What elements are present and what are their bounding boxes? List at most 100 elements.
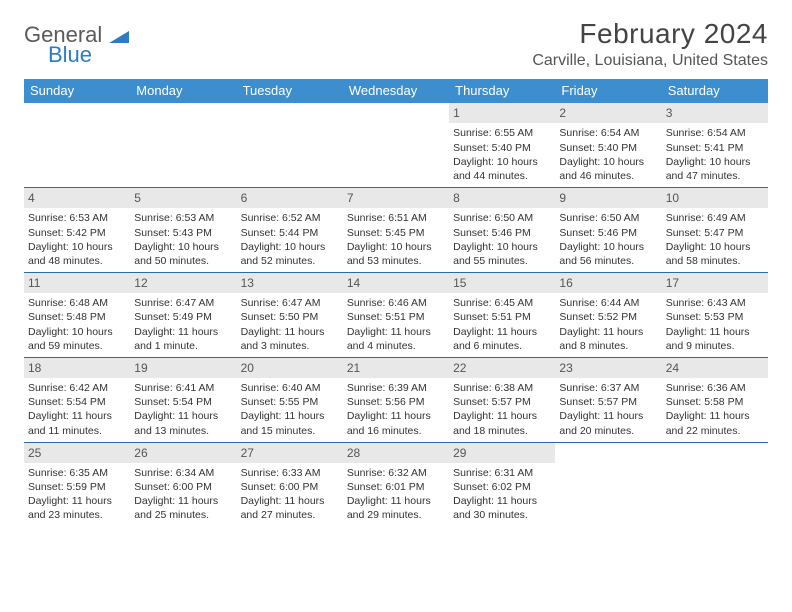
day-cell: 16Sunrise: 6:44 AMSunset: 5:52 PMDayligh… xyxy=(555,273,661,357)
day-cell xyxy=(555,443,661,527)
daylight-text: Daylight: 10 hours and 55 minutes. xyxy=(453,240,551,268)
daylight-text: Daylight: 11 hours and 18 minutes. xyxy=(453,409,551,437)
daylight-text: Daylight: 10 hours and 46 minutes. xyxy=(559,155,657,183)
daylight-text: Daylight: 10 hours and 47 minutes. xyxy=(666,155,764,183)
day-cell: 13Sunrise: 6:47 AMSunset: 5:50 PMDayligh… xyxy=(237,273,343,357)
sunset-text: Sunset: 5:50 PM xyxy=(241,310,339,324)
sunset-text: Sunset: 5:57 PM xyxy=(559,395,657,409)
sunrise-text: Sunrise: 6:35 AM xyxy=(28,466,126,480)
sunset-text: Sunset: 5:53 PM xyxy=(666,310,764,324)
daylight-text: Daylight: 11 hours and 16 minutes. xyxy=(347,409,445,437)
sunrise-text: Sunrise: 6:39 AM xyxy=(347,381,445,395)
title-block: February 2024 Carville, Louisiana, Unite… xyxy=(532,18,768,70)
day-cell: 19Sunrise: 6:41 AMSunset: 5:54 PMDayligh… xyxy=(130,358,236,442)
daylight-text: Daylight: 11 hours and 1 minute. xyxy=(134,325,232,353)
day-number: 20 xyxy=(237,358,343,378)
week-row: 25Sunrise: 6:35 AMSunset: 5:59 PMDayligh… xyxy=(24,443,768,527)
sunrise-text: Sunrise: 6:47 AM xyxy=(241,296,339,310)
sunrise-text: Sunrise: 6:53 AM xyxy=(134,211,232,225)
sunrise-text: Sunrise: 6:42 AM xyxy=(28,381,126,395)
daylight-text: Daylight: 11 hours and 25 minutes. xyxy=(134,494,232,522)
day-number: 14 xyxy=(343,273,449,293)
daylight-text: Daylight: 11 hours and 22 minutes. xyxy=(666,409,764,437)
sunset-text: Sunset: 5:49 PM xyxy=(134,310,232,324)
sunset-text: Sunset: 5:43 PM xyxy=(134,226,232,240)
weekday-header: Monday xyxy=(130,79,236,103)
day-cell: 18Sunrise: 6:42 AMSunset: 5:54 PMDayligh… xyxy=(24,358,130,442)
sunset-text: Sunset: 5:41 PM xyxy=(666,141,764,155)
day-cell: 25Sunrise: 6:35 AMSunset: 5:59 PMDayligh… xyxy=(24,443,130,527)
day-cell: 10Sunrise: 6:49 AMSunset: 5:47 PMDayligh… xyxy=(662,188,768,272)
sunset-text: Sunset: 5:40 PM xyxy=(453,141,551,155)
day-number: 19 xyxy=(130,358,236,378)
day-cell: 1 Sunrise: 6:55 AMSunset: 5:40 PMDaylight… xyxy=(449,103,555,187)
daylight-text: Daylight: 11 hours and 9 minutes. xyxy=(666,325,764,353)
sunset-text: Sunset: 5:47 PM xyxy=(666,226,764,240)
daylight-text: Daylight: 11 hours and 23 minutes. xyxy=(28,494,126,522)
sunset-text: Sunset: 5:54 PM xyxy=(134,395,232,409)
calendar-page: General Blue February 2024 Carville, Lou… xyxy=(0,0,792,537)
day-cell: 29Sunrise: 6:31 AMSunset: 6:02 PMDayligh… xyxy=(449,443,555,527)
day-cell: 6Sunrise: 6:52 AMSunset: 5:44 PMDaylight… xyxy=(237,188,343,272)
location: Carville, Louisiana, United States xyxy=(532,52,768,70)
day-cell: 23Sunrise: 6:37 AMSunset: 5:57 PMDayligh… xyxy=(555,358,661,442)
sunrise-text: Sunrise: 6:38 AM xyxy=(453,381,551,395)
day-number xyxy=(130,103,236,123)
day-cell: 5Sunrise: 6:53 AMSunset: 5:43 PMDaylight… xyxy=(130,188,236,272)
day-cell xyxy=(237,103,343,187)
day-number: 4 xyxy=(24,188,130,208)
sunrise-text: Sunrise: 6:45 AM xyxy=(453,296,551,310)
day-number: 8 xyxy=(449,188,555,208)
sunset-text: Sunset: 5:54 PM xyxy=(28,395,126,409)
day-cell xyxy=(343,103,449,187)
day-number: 6 xyxy=(237,188,343,208)
sunset-text: Sunset: 5:57 PM xyxy=(453,395,551,409)
sunset-text: Sunset: 6:01 PM xyxy=(347,480,445,494)
sunrise-text: Sunrise: 6:55 AM xyxy=(453,126,551,140)
sunrise-text: Sunrise: 6:49 AM xyxy=(666,211,764,225)
day-number xyxy=(343,103,449,123)
sunrise-text: Sunrise: 6:44 AM xyxy=(559,296,657,310)
daylight-text: Daylight: 11 hours and 15 minutes. xyxy=(241,409,339,437)
day-number xyxy=(24,103,130,123)
daylight-text: Daylight: 11 hours and 4 minutes. xyxy=(347,325,445,353)
sunset-text: Sunset: 5:56 PM xyxy=(347,395,445,409)
sunrise-text: Sunrise: 6:53 AM xyxy=(28,211,126,225)
day-cell: 9Sunrise: 6:50 AMSunset: 5:46 PMDaylight… xyxy=(555,188,661,272)
day-number: 1 xyxy=(449,103,555,123)
sunrise-text: Sunrise: 6:54 AM xyxy=(666,126,764,140)
week-row: 11Sunrise: 6:48 AMSunset: 5:48 PMDayligh… xyxy=(24,273,768,358)
sunset-text: Sunset: 5:51 PM xyxy=(347,310,445,324)
sunrise-text: Sunrise: 6:50 AM xyxy=(559,211,657,225)
daylight-text: Daylight: 11 hours and 8 minutes. xyxy=(559,325,657,353)
day-number: 26 xyxy=(130,443,236,463)
sunset-text: Sunset: 5:45 PM xyxy=(347,226,445,240)
week-row: 18Sunrise: 6:42 AMSunset: 5:54 PMDayligh… xyxy=(24,358,768,443)
sunrise-text: Sunrise: 6:32 AM xyxy=(347,466,445,480)
day-cell: 17Sunrise: 6:43 AMSunset: 5:53 PMDayligh… xyxy=(662,273,768,357)
daylight-text: Daylight: 10 hours and 44 minutes. xyxy=(453,155,551,183)
sunrise-text: Sunrise: 6:48 AM xyxy=(28,296,126,310)
weekday-header: Thursday xyxy=(449,79,555,103)
sunset-text: Sunset: 5:46 PM xyxy=(559,226,657,240)
day-cell: 20Sunrise: 6:40 AMSunset: 5:55 PMDayligh… xyxy=(237,358,343,442)
sunrise-text: Sunrise: 6:31 AM xyxy=(453,466,551,480)
day-cell: 8Sunrise: 6:50 AMSunset: 5:46 PMDaylight… xyxy=(449,188,555,272)
sunset-text: Sunset: 5:52 PM xyxy=(559,310,657,324)
day-number: 18 xyxy=(24,358,130,378)
month-title: February 2024 xyxy=(532,18,768,50)
day-number: 2 xyxy=(555,103,661,123)
sunrise-text: Sunrise: 6:47 AM xyxy=(134,296,232,310)
daylight-text: Daylight: 11 hours and 29 minutes. xyxy=(347,494,445,522)
day-cell: 26Sunrise: 6:34 AMSunset: 6:00 PMDayligh… xyxy=(130,443,236,527)
weekday-header: Saturday xyxy=(662,79,768,103)
day-number: 7 xyxy=(343,188,449,208)
day-cell xyxy=(130,103,236,187)
daylight-text: Daylight: 11 hours and 30 minutes. xyxy=(453,494,551,522)
daylight-text: Daylight: 11 hours and 13 minutes. xyxy=(134,409,232,437)
day-cell: 27Sunrise: 6:33 AMSunset: 6:00 PMDayligh… xyxy=(237,443,343,527)
calendar-grid: Sunday Monday Tuesday Wednesday Thursday… xyxy=(24,79,768,526)
day-cell: 21Sunrise: 6:39 AMSunset: 5:56 PMDayligh… xyxy=(343,358,449,442)
weekday-header: Wednesday xyxy=(343,79,449,103)
sunrise-text: Sunrise: 6:37 AM xyxy=(559,381,657,395)
